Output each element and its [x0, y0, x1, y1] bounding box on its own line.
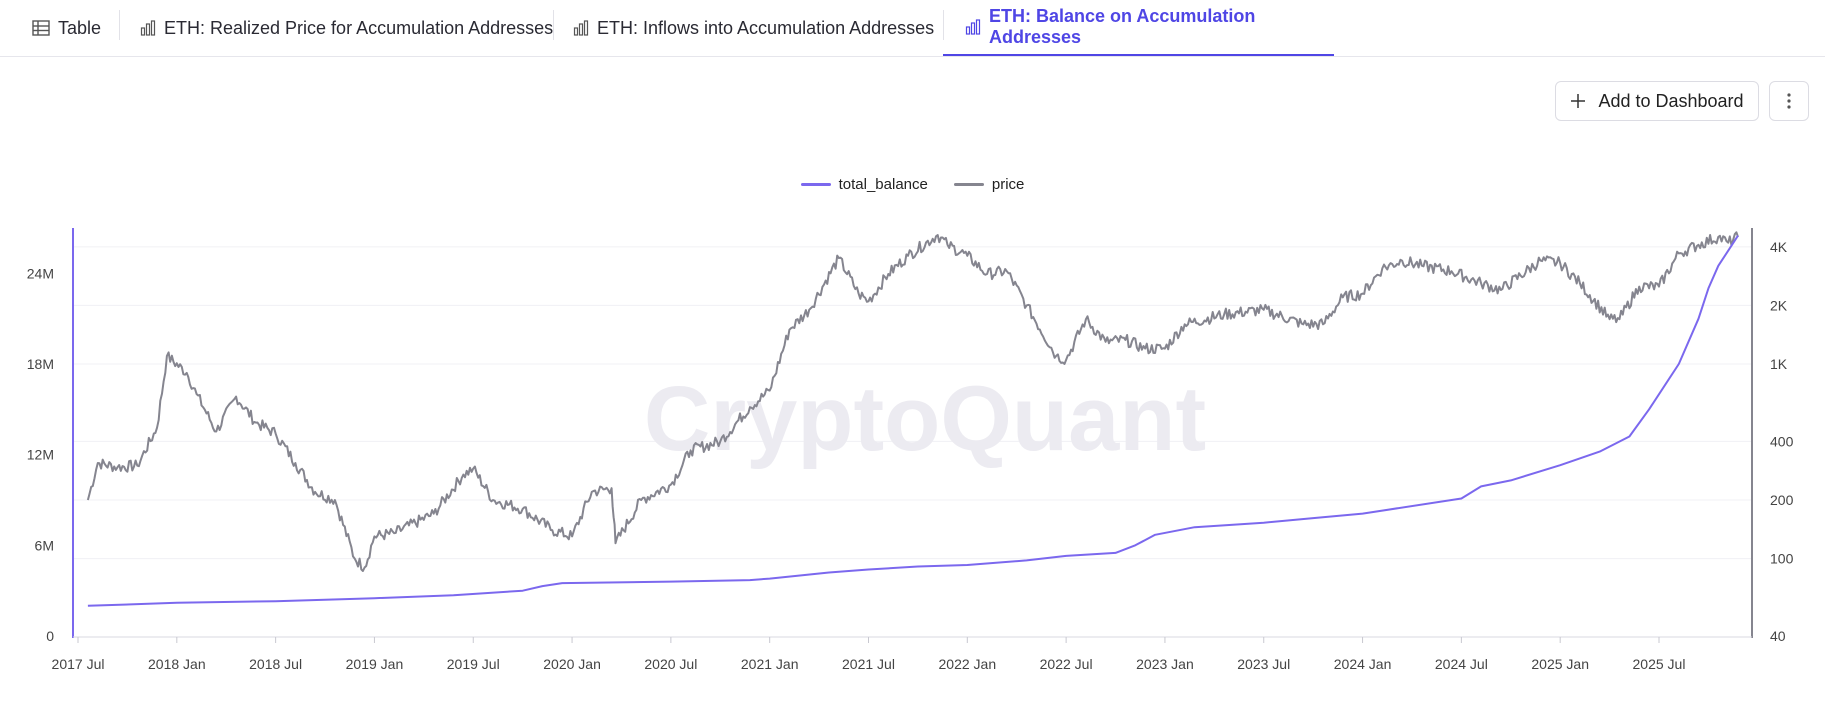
x-tick-label: 2018 Jan	[148, 656, 206, 672]
series-line-price	[86, 231, 1739, 572]
tab-label: ETH: Balance on Accumulation Addresses	[989, 6, 1256, 47]
add-to-dashboard-button[interactable]: Add to Dashboard	[1555, 81, 1759, 121]
tab-divider	[943, 10, 944, 40]
x-axis: 2017 Jul 2018 Jan 2018 Jul 2019 Jan 2019 Jul…	[52, 637, 1686, 672]
legend-item-total-balance[interactable]: total_balance	[800, 176, 928, 193]
x-tick-label: 2025 Jul	[1633, 656, 1686, 672]
series-line-total-balance	[87, 235, 1739, 607]
x-tick-label: 2024 Jan	[1334, 656, 1392, 672]
tab-table[interactable]: Table	[32, 0, 101, 56]
y-left-tick-label: 18M	[27, 356, 54, 372]
legend-item-price[interactable]: price	[953, 176, 1025, 193]
y-right-tick-label: 4K	[1770, 239, 1788, 255]
bar-chart-icon	[140, 20, 156, 36]
x-tick-label: 2024 Jul	[1435, 656, 1488, 672]
y-right-tick-label: 200	[1770, 492, 1794, 508]
legend-label: total_balance	[838, 176, 928, 193]
tab-realized-price[interactable]: ETH: Realized Price for Accumulation Add…	[140, 0, 553, 56]
chart-legend: total_balance price	[0, 176, 1825, 193]
legend-swatch	[800, 183, 831, 186]
gridlines	[73, 246, 1752, 560]
y-axis-left: 0 6M 12M 18M 24M	[27, 265, 54, 644]
x-tick-label: 2025 Jan	[1531, 656, 1589, 672]
x-tick-label: 2023 Jan	[1136, 656, 1194, 672]
x-tick-label: 2022 Jan	[939, 656, 997, 672]
tab-divider	[553, 10, 554, 40]
y-left-tick-label: 12M	[27, 447, 54, 463]
x-tick-label: 2018 Jul	[249, 656, 302, 672]
legend-label: price	[991, 176, 1025, 193]
more-options-button[interactable]	[1769, 81, 1809, 121]
y-left-tick-label: 6M	[35, 537, 54, 553]
y-right-tick-label: 2K	[1770, 297, 1788, 313]
watermark: CryptoQuant	[644, 368, 1206, 470]
chart-area: CryptoQuant 2017 Jul 2018 Jan 2018 Jul 2019…	[27, 228, 1794, 672]
x-tick-label: 2021 Jan	[741, 656, 799, 672]
x-tick-label: 2017 Jul	[52, 656, 105, 672]
tab-label: ETH: Inflows into Accumulation Addresses	[597, 17, 935, 38]
y-right-tick-label: 40	[1770, 628, 1786, 644]
x-tick-label: 2020 Jul	[644, 656, 697, 672]
more-vertical-icon	[1787, 93, 1791, 109]
legend-swatch	[953, 183, 984, 186]
y-right-tick-label: 1K	[1770, 356, 1788, 372]
y-axis-right: 40 100 200 400 1K 2K 4K	[1770, 239, 1794, 644]
bar-chart-icon	[573, 20, 589, 36]
table-icon	[32, 20, 50, 36]
x-tick-label: 2022 Jul	[1040, 656, 1093, 672]
bar-chart-icon	[965, 19, 981, 35]
x-tick-label: 2020 Jan	[543, 656, 601, 672]
y-right-tick-label: 100	[1770, 551, 1794, 567]
x-tick-label: 2019 Jan	[346, 656, 404, 672]
x-tick-label: 2021 Jul	[842, 656, 895, 672]
y-left-tick-label: 24M	[27, 265, 54, 281]
tab-label: Table	[58, 17, 102, 38]
tab-inflows[interactable]: ETH: Inflows into Accumulation Addresses	[573, 0, 934, 56]
x-tick-label: 2019 Jul	[447, 656, 500, 672]
tab-balance[interactable]: ETH: Balance on Accumulation Addresses	[943, 0, 1334, 56]
tab-bar: Table ETH: Realized Price for Accumulati…	[0, 0, 1825, 57]
tab-divider	[119, 10, 120, 40]
y-right-tick-label: 400	[1770, 433, 1794, 449]
y-left-tick-label: 0	[46, 628, 54, 644]
plus-icon	[1571, 94, 1586, 108]
tab-label: ETH: Realized Price for Accumulation Add…	[164, 17, 554, 38]
x-tick-label: 2023 Jul	[1237, 656, 1290, 672]
add-to-dashboard-label: Add to Dashboard	[1598, 90, 1744, 111]
